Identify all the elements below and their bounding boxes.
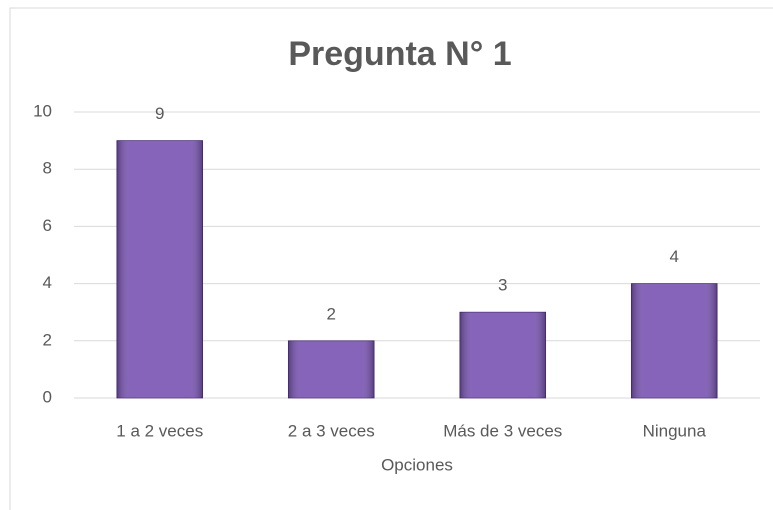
chart-border [9, 7, 773, 510]
y-tick-label: 8 [43, 159, 52, 178]
data-label: 3 [498, 276, 507, 295]
y-tick-label: 2 [43, 330, 52, 349]
data-label: 2 [327, 304, 336, 323]
bar-shade [116, 140, 203, 398]
data-label: 9 [155, 104, 164, 123]
y-tick-label: 4 [43, 273, 52, 292]
x-tick-label: 2 a 3 veces [288, 421, 375, 440]
x-tick-label: 1 a 2 veces [116, 421, 203, 440]
y-tick-label: 0 [43, 387, 52, 406]
y-tick-label: 10 [33, 101, 52, 120]
x-tick-label: Ninguna [643, 421, 707, 440]
y-tick-label: 6 [43, 216, 52, 235]
bar-shade [459, 312, 546, 398]
chart-title: Pregunta N° 1 [288, 35, 511, 73]
bar-shade [631, 283, 718, 398]
x-axis-title: Opciones [381, 455, 453, 474]
data-label: 4 [670, 247, 679, 266]
bar-shade [288, 340, 375, 398]
x-tick-label: Más de 3 veces [443, 421, 562, 440]
